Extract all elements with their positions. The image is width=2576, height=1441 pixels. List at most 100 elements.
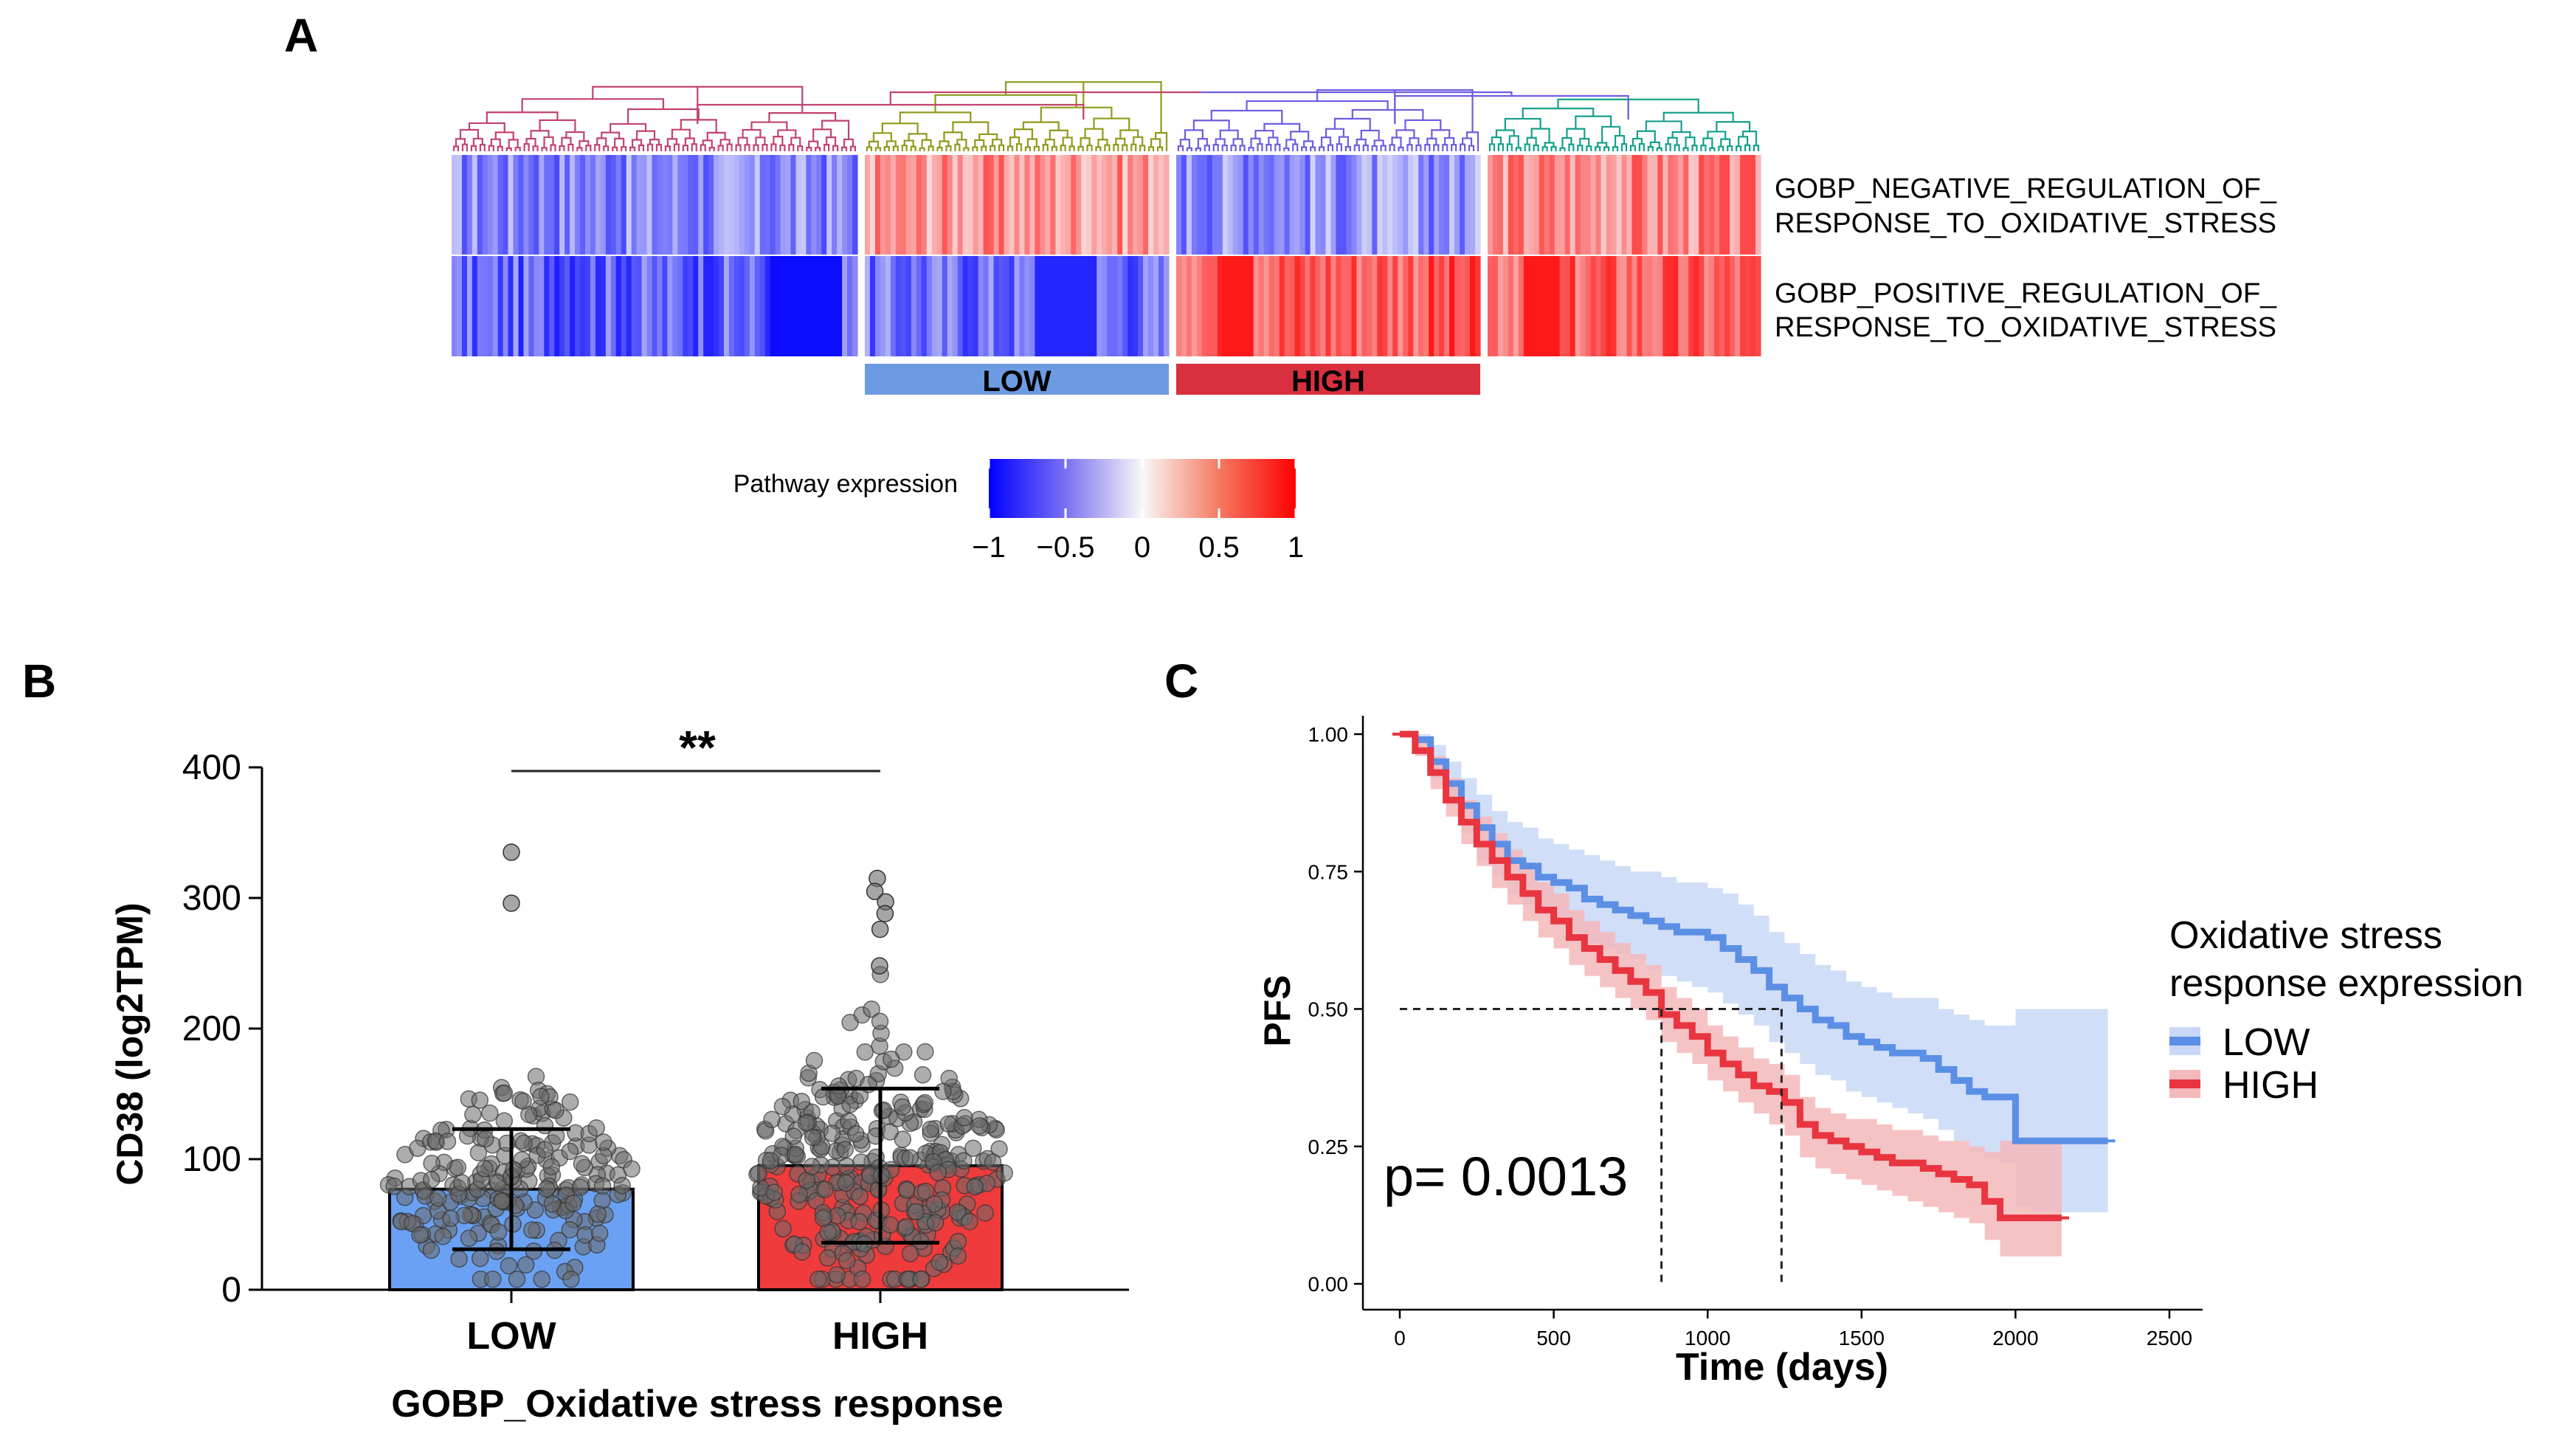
bar-data-point	[562, 1271, 580, 1288]
dendrogram-branch	[963, 147, 970, 151]
heatmap-cell	[1315, 155, 1322, 255]
heatmap-cell	[1299, 155, 1306, 255]
heatmap-cell	[1367, 256, 1372, 356]
dendrogram-branch	[1753, 145, 1760, 151]
dendrogram-branch	[1568, 143, 1575, 151]
heatmap-cell	[962, 256, 969, 356]
heatmap-cell	[1268, 155, 1275, 255]
heatmap-cell	[1201, 155, 1208, 255]
heatmap-cell	[1050, 155, 1056, 255]
heatmap-cell	[993, 155, 1000, 255]
bar-data-point	[481, 1104, 499, 1122]
heatmap-cell	[1066, 155, 1071, 255]
panel-a: A GOBP_NEGATIVE_REGULATION_OF_ RESPONSE_T…	[284, 9, 2277, 564]
heatmap-cell	[472, 256, 478, 356]
dendrogram-branch	[832, 145, 839, 151]
heatmap-cell	[672, 155, 678, 255]
heatmap-cell	[749, 155, 756, 255]
heatmap-cell	[667, 155, 673, 255]
heatmap-cell	[1724, 155, 1730, 255]
km-legend: Oxidative stress response expression LOW…	[2169, 914, 2524, 1107]
heatmap-cell	[1408, 155, 1414, 255]
heatmap-cell	[1029, 155, 1036, 255]
heatmap-cell	[993, 256, 1000, 356]
km-y-tick-label: 1.00	[1308, 723, 1349, 746]
heatmap-cell	[790, 155, 797, 255]
heatmap-cell	[1330, 256, 1337, 356]
heatmap-cell	[693, 256, 699, 356]
dendrogram-branch	[788, 144, 795, 151]
dendrogram-branch	[1204, 145, 1210, 151]
heatmap-cell	[1336, 256, 1342, 356]
heatmap-cell	[1502, 155, 1509, 255]
heatmap-cell	[1699, 256, 1705, 356]
bar-data-point	[912, 1271, 930, 1288]
heatmap-cell	[1248, 155, 1254, 255]
dendrogram-branch	[934, 94, 1077, 113]
bar-data-point	[934, 1082, 952, 1100]
heatmap-cell	[693, 155, 699, 255]
heatmap-cell	[559, 155, 565, 255]
heatmap-cell	[1206, 155, 1213, 255]
heatmap-cell	[1585, 155, 1592, 255]
dendrogram-branch	[1353, 144, 1360, 151]
heatmap-cell	[1745, 155, 1751, 255]
dendrogram-branch	[664, 145, 671, 151]
heatmap-cell	[523, 155, 530, 255]
heatmap-cell	[1081, 256, 1087, 356]
heatmap-cell	[1580, 256, 1586, 356]
bar-data-point	[925, 1195, 944, 1213]
heatmap-cell	[852, 155, 858, 255]
bar-data-point	[949, 1232, 967, 1251]
heatmap-cell	[1631, 256, 1638, 356]
heatmap-cell	[723, 256, 730, 356]
heatmap-cell	[988, 155, 995, 255]
heatmap-cell	[1444, 256, 1450, 356]
heatmap-cell	[646, 256, 653, 356]
heatmap-cell	[1367, 155, 1372, 255]
km-x-tick-label: 2500	[2147, 1327, 2192, 1350]
heatmap-cell	[1232, 256, 1239, 356]
heatmap-cell	[1040, 256, 1046, 356]
heatmap-cell	[962, 155, 969, 255]
heatmap-legend: Pathway expression −1 −0.5 0 0.5 1	[733, 459, 1304, 564]
heatmap-cell	[947, 256, 953, 356]
heatmap-cell	[1444, 155, 1450, 255]
heatmap-cell	[1508, 256, 1514, 356]
bar-data-point	[914, 1066, 932, 1084]
heatmap-cell	[921, 256, 928, 356]
heatmap-cell	[1040, 155, 1046, 255]
heatmap-cell	[1683, 256, 1689, 356]
heatmap-cell	[1559, 256, 1566, 356]
bar-data-point	[901, 1149, 919, 1167]
heatmap-cell	[1164, 256, 1170, 356]
dendrogram-branch	[629, 146, 636, 151]
heatmap-cell	[1611, 155, 1617, 255]
heatmap-cell	[1176, 256, 1182, 356]
heatmap-cell	[482, 256, 488, 356]
heatmap-cell	[1392, 256, 1398, 356]
km-x-tick-label: 0	[1394, 1327, 1406, 1350]
heatmap-cell	[513, 155, 519, 255]
heatmap-cell	[1709, 256, 1715, 356]
heatmap-cell	[847, 155, 853, 255]
dendrogram-branch	[1301, 146, 1308, 151]
heatmap-cell	[754, 256, 761, 356]
dendrogram-branch	[1201, 91, 1513, 96]
bar-data-point	[966, 1178, 984, 1196]
heatmap-cell	[1009, 155, 1015, 255]
heatmap-cell	[492, 155, 499, 255]
heatmap-cell	[1060, 155, 1066, 255]
heatmap-cell	[1060, 256, 1066, 356]
heatmap-cell	[549, 256, 555, 356]
km-legend-label-high: HIGH	[2223, 1064, 2318, 1107]
heatmap-cell	[1112, 155, 1118, 255]
bar-data-point	[460, 1229, 478, 1248]
heatmap-cell	[1724, 256, 1730, 356]
heatmap-cell	[631, 155, 638, 255]
heatmap-cell	[585, 256, 591, 356]
bar-data-point	[851, 1187, 869, 1206]
dendrogram-branch	[726, 143, 733, 151]
bar-data-point	[823, 1124, 841, 1142]
dendrogram-branch	[735, 144, 742, 151]
